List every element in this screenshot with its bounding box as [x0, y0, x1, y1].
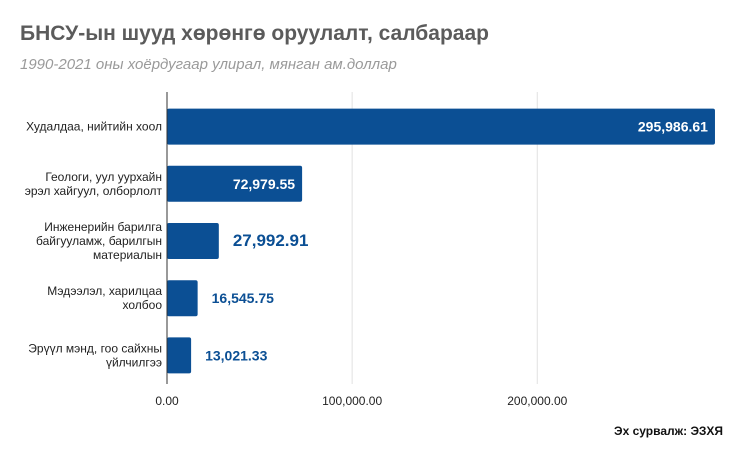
chart-title: БНСУ-ын шууд хөрөнгө оруулалт, салбараар	[20, 22, 489, 45]
data-label-4: 13,021.33	[205, 347, 267, 363]
data-label-1: 72,979.55	[233, 176, 295, 192]
bar-0	[167, 108, 715, 145]
x-tick-label-2: 200,000.00	[507, 394, 567, 408]
category-label-4: Эрүүл мэнд, гоо сайхны үйлчилгээ	[28, 341, 162, 369]
source-note: Эх сурвалж: ЭЗХЯ	[614, 424, 723, 438]
data-label-2: 27,992.91	[233, 231, 309, 250]
category-label-2: Инженерийн барилга байгууламж, барилгын ма…	[36, 220, 162, 262]
bar-4	[167, 337, 192, 374]
x-tick-label-0: 0.00	[155, 394, 179, 408]
data-label-3: 16,545.75	[212, 290, 274, 306]
category-label-0: Худалдаа, нийтийн хоол	[26, 120, 162, 134]
category-label-1: Геологи, уул уурхайн эрэл хайгуул, олборл…	[25, 170, 163, 198]
x-tick-label-1: 100,000.00	[322, 394, 382, 408]
chart-subtitle: 1990-2021 оны хоёрдугаар улирал, мянган …	[20, 56, 397, 73]
data-label-0: 295,986.61	[638, 119, 708, 135]
bar-3	[167, 280, 198, 317]
bar-2	[167, 223, 219, 259]
bar-1	[167, 165, 303, 202]
category-label-3: Мэдээлэл, харилцаа холбоо	[47, 284, 162, 312]
